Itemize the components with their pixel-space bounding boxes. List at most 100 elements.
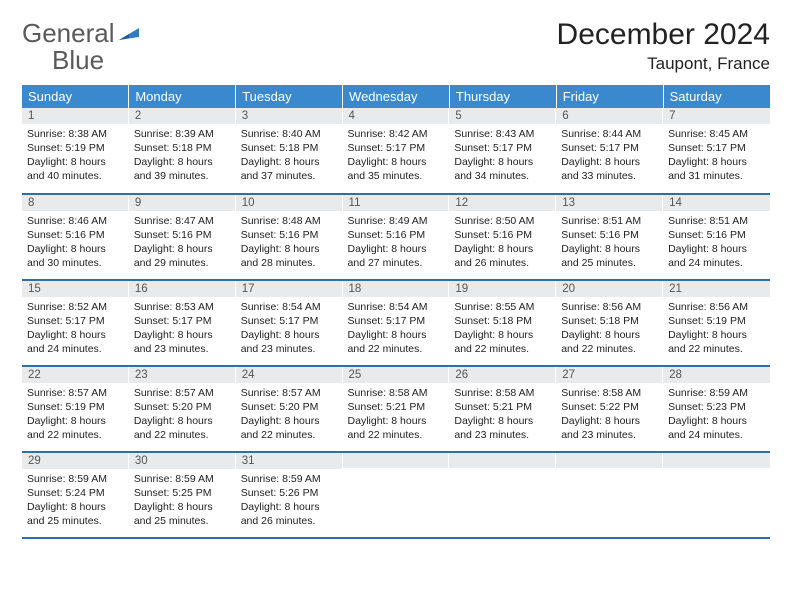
day-number: 14 (663, 195, 770, 211)
calendar-day-cell: 30Sunrise: 8:59 AMSunset: 5:25 PMDayligh… (129, 452, 236, 538)
daylight-text-2: and 25 minutes. (27, 514, 124, 528)
day-number: 10 (236, 195, 343, 211)
sunrise-text: Sunrise: 8:55 AM (454, 300, 551, 314)
calendar-day-cell (663, 452, 770, 538)
sunset-text: Sunset: 5:17 PM (241, 314, 338, 328)
sunset-text: Sunset: 5:19 PM (27, 400, 124, 414)
daylight-text-1: Daylight: 8 hours (27, 328, 124, 342)
calendar-day-cell: 19Sunrise: 8:55 AMSunset: 5:18 PMDayligh… (449, 280, 556, 366)
day-body: Sunrise: 8:50 AMSunset: 5:16 PMDaylight:… (449, 211, 556, 276)
sunrise-text: Sunrise: 8:59 AM (134, 472, 231, 486)
daylight-text-2: and 22 minutes. (668, 342, 765, 356)
sunrise-text: Sunrise: 8:57 AM (241, 386, 338, 400)
day-body: Sunrise: 8:58 AMSunset: 5:21 PMDaylight:… (343, 383, 450, 448)
daylight-text-1: Daylight: 8 hours (348, 414, 445, 428)
daylight-text-2: and 26 minutes. (454, 256, 551, 270)
sunrise-text: Sunrise: 8:45 AM (668, 127, 765, 141)
day-body: Sunrise: 8:47 AMSunset: 5:16 PMDaylight:… (129, 211, 236, 276)
day-body: Sunrise: 8:57 AMSunset: 5:20 PMDaylight:… (236, 383, 343, 448)
calendar-day-cell: 18Sunrise: 8:54 AMSunset: 5:17 PMDayligh… (343, 280, 450, 366)
daylight-text-2: and 31 minutes. (668, 169, 765, 183)
daylight-text-2: and 37 minutes. (241, 169, 338, 183)
flag-icon (119, 24, 141, 47)
sunset-text: Sunset: 5:17 PM (454, 141, 551, 155)
daylight-text-2: and 39 minutes. (134, 169, 231, 183)
day-number: 20 (556, 281, 663, 297)
daylight-text-2: and 22 minutes. (241, 428, 338, 442)
sunrise-text: Sunrise: 8:57 AM (134, 386, 231, 400)
daylight-text-2: and 22 minutes. (348, 428, 445, 442)
calendar-day-cell: 29Sunrise: 8:59 AMSunset: 5:24 PMDayligh… (22, 452, 129, 538)
day-body: Sunrise: 8:43 AMSunset: 5:17 PMDaylight:… (449, 124, 556, 189)
daylight-text-2: and 23 minutes. (241, 342, 338, 356)
day-number: 27 (556, 367, 663, 383)
calendar-day-cell: 3Sunrise: 8:40 AMSunset: 5:18 PMDaylight… (236, 108, 343, 194)
calendar-table: Sunday Monday Tuesday Wednesday Thursday… (22, 85, 770, 539)
sunrise-text: Sunrise: 8:54 AM (348, 300, 445, 314)
day-number: 24 (236, 367, 343, 383)
location-label: Taupont, France (557, 54, 770, 74)
day-body: Sunrise: 8:45 AMSunset: 5:17 PMDaylight:… (663, 124, 770, 189)
day-body: Sunrise: 8:44 AMSunset: 5:17 PMDaylight:… (556, 124, 663, 189)
calendar-day-cell: 10Sunrise: 8:48 AMSunset: 5:16 PMDayligh… (236, 194, 343, 280)
daylight-text-1: Daylight: 8 hours (348, 242, 445, 256)
sunrise-text: Sunrise: 8:58 AM (561, 386, 658, 400)
calendar-day-cell: 5Sunrise: 8:43 AMSunset: 5:17 PMDaylight… (449, 108, 556, 194)
calendar-day-cell: 27Sunrise: 8:58 AMSunset: 5:22 PMDayligh… (556, 366, 663, 452)
day-number: 21 (663, 281, 770, 297)
day-body-empty (556, 468, 663, 528)
day-number-empty (556, 453, 663, 468)
calendar-day-cell: 12Sunrise: 8:50 AMSunset: 5:16 PMDayligh… (449, 194, 556, 280)
calendar-day-cell: 17Sunrise: 8:54 AMSunset: 5:17 PMDayligh… (236, 280, 343, 366)
calendar-day-cell: 2Sunrise: 8:39 AMSunset: 5:18 PMDaylight… (129, 108, 236, 194)
day-body: Sunrise: 8:49 AMSunset: 5:16 PMDaylight:… (343, 211, 450, 276)
daylight-text-2: and 22 minutes. (454, 342, 551, 356)
calendar-day-cell: 20Sunrise: 8:56 AMSunset: 5:18 PMDayligh… (556, 280, 663, 366)
day-number: 6 (556, 108, 663, 124)
calendar-day-cell: 8Sunrise: 8:46 AMSunset: 5:16 PMDaylight… (22, 194, 129, 280)
day-number: 23 (129, 367, 236, 383)
daylight-text-1: Daylight: 8 hours (668, 328, 765, 342)
calendar-day-cell: 13Sunrise: 8:51 AMSunset: 5:16 PMDayligh… (556, 194, 663, 280)
calendar-day-cell: 28Sunrise: 8:59 AMSunset: 5:23 PMDayligh… (663, 366, 770, 452)
day-number-empty (449, 453, 556, 468)
calendar-day-cell (556, 452, 663, 538)
day-body: Sunrise: 8:38 AMSunset: 5:19 PMDaylight:… (22, 124, 129, 189)
calendar-week-row: 15Sunrise: 8:52 AMSunset: 5:17 PMDayligh… (22, 280, 770, 366)
calendar-week-row: 22 Sunrise: 8:57 AM Sunset: 5:19 PM Dayligh… (22, 366, 770, 452)
daylight-text-2: and 24 minutes. (668, 428, 765, 442)
daylight-text-2: and 23 minutes. (561, 428, 658, 442)
calendar-day-cell: 21Sunrise: 8:56 AMSunset: 5:19 PMDayligh… (663, 280, 770, 366)
day-number: 18 (343, 281, 450, 297)
daylight-text-2: and 24 minutes. (668, 256, 765, 270)
daylight-text-1: Daylight: 8 hours (241, 500, 338, 514)
logo: General Blue (22, 18, 141, 75)
daylight-text-2: and 23 minutes. (134, 342, 231, 356)
day-header: Wednesday (343, 85, 450, 108)
sunset-text: Sunset: 5:17 PM (348, 314, 445, 328)
day-number: 12 (449, 195, 556, 211)
day-body: Sunrise: 8:54 AMSunset: 5:17 PMDaylight:… (236, 297, 343, 362)
calendar-day-cell: 24Sunrise: 8:57 AMSunset: 5:20 PMDayligh… (236, 366, 343, 452)
sunset-text: Sunset: 5:16 PM (241, 228, 338, 242)
daylight-text-1: Daylight: 8 hours (241, 328, 338, 342)
daylight-text-1: Daylight: 8 hours (668, 155, 765, 169)
sunrise-text: Sunrise: 8:42 AM (348, 127, 445, 141)
daylight-text-1: Daylight: 8 hours (561, 242, 658, 256)
day-body: Sunrise: 8:40 AMSunset: 5:18 PMDaylight:… (236, 124, 343, 189)
daylight-text-1: Daylight: 8 hours (27, 155, 124, 169)
daylight-text-2: and 24 minutes. (27, 342, 124, 356)
day-number: 22 (22, 367, 129, 383)
sunset-text: Sunset: 5:17 PM (561, 141, 658, 155)
sunset-text: Sunset: 5:16 PM (668, 228, 765, 242)
daylight-text-2: and 25 minutes. (134, 514, 231, 528)
day-body: Sunrise: 8:59 AMSunset: 5:24 PMDaylight:… (22, 469, 129, 534)
sunrise-text: Sunrise: 8:54 AM (241, 300, 338, 314)
day-number: 26 (449, 367, 556, 383)
day-number: 16 (129, 281, 236, 297)
day-number: 7 (663, 108, 770, 124)
page-title: December 2024 (557, 18, 770, 52)
sunrise-text: Sunrise: 8:58 AM (348, 386, 445, 400)
daylight-text-1: Daylight: 8 hours (134, 328, 231, 342)
daylight-text-2: and 35 minutes. (348, 169, 445, 183)
